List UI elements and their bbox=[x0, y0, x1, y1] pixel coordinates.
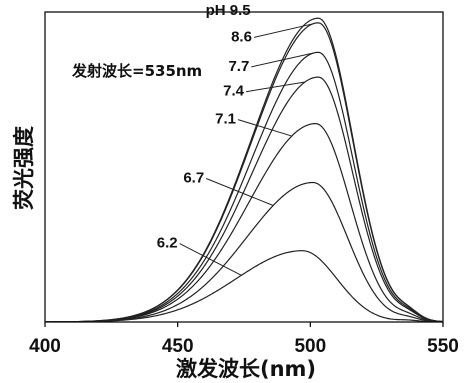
plot-frame bbox=[44, 11, 444, 323]
series-line-6 bbox=[45, 250, 444, 323]
leader-line-2 bbox=[251, 52, 314, 68]
leader-line-4 bbox=[237, 119, 292, 137]
emission-annotation: 发射波长=535nm bbox=[71, 62, 202, 80]
leader-line-3 bbox=[245, 81, 306, 93]
x-tick-label-1: 450 bbox=[162, 336, 194, 357]
series-label-5: 6.7 bbox=[183, 170, 204, 187]
x-tick-layer: 400 450 500 550 bbox=[29, 322, 459, 357]
series-line-4 bbox=[45, 122, 444, 323]
leader-line-6 bbox=[179, 243, 242, 276]
x-tick-label-2: 500 bbox=[294, 336, 326, 357]
x-axis-label: 激发波长(nm) bbox=[176, 357, 316, 381]
series-label-1: 8.6 bbox=[231, 28, 252, 45]
series-label-layer: pH 9.5 8.6 7.7 7.4 7.1 6.7 6.2 bbox=[157, 2, 252, 252]
x-tick-label-3: 550 bbox=[427, 336, 459, 357]
series-label-0: pH 9.5 bbox=[206, 2, 251, 19]
curve-layer bbox=[44, 17, 444, 323]
leader-line-1 bbox=[253, 23, 314, 38]
series-line-5 bbox=[45, 181, 444, 323]
series-label-4: 7.1 bbox=[215, 111, 236, 128]
series-label-2: 7.7 bbox=[228, 58, 249, 75]
series-label-3: 7.4 bbox=[223, 83, 245, 100]
series-label-6: 6.2 bbox=[157, 235, 178, 252]
leader-line-5 bbox=[206, 178, 274, 206]
x-tick-label-0: 400 bbox=[29, 336, 61, 357]
leader-layer bbox=[179, 23, 314, 276]
series-line-3 bbox=[45, 76, 444, 323]
y-axis-label: 荧光强度 bbox=[12, 126, 36, 210]
